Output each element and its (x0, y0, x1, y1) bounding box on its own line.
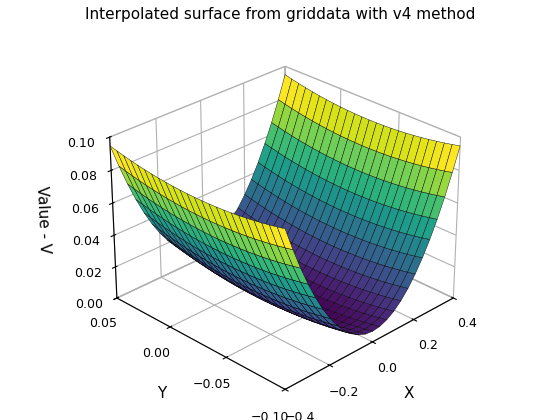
Title: Interpolated surface from griddata with v4 method: Interpolated surface from griddata with … (85, 7, 475, 22)
Y-axis label: Y: Y (157, 386, 166, 401)
X-axis label: X: X (404, 386, 414, 401)
